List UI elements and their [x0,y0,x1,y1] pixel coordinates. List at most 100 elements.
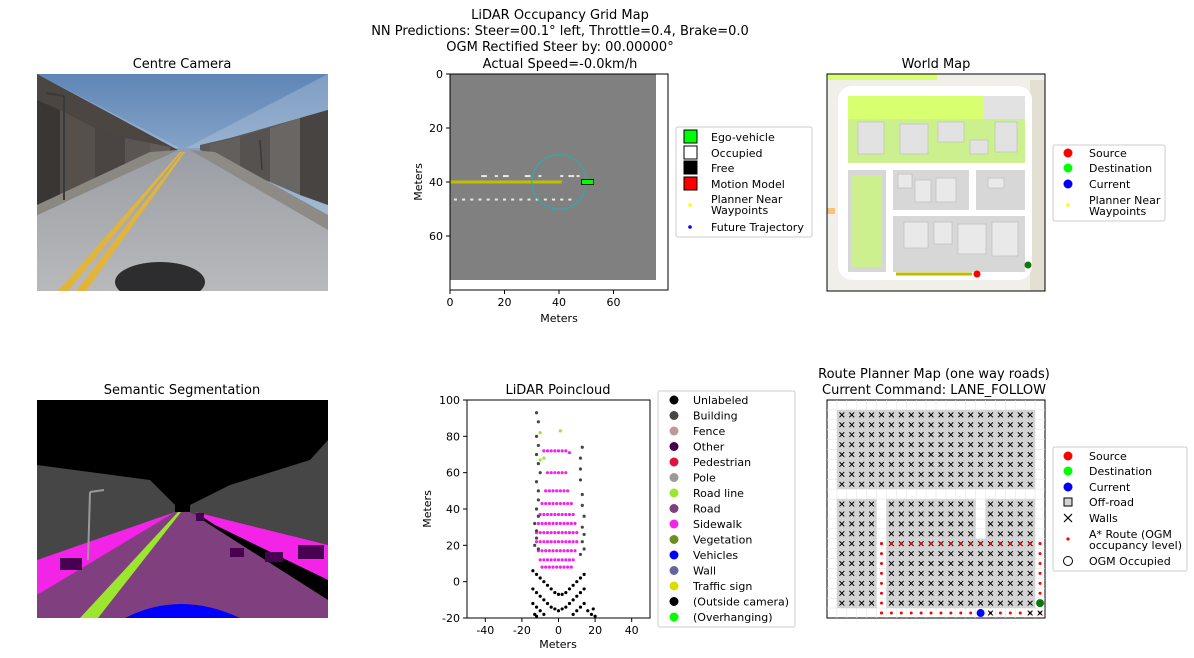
lidar-point-sidewalk [558,501,562,506]
lidar-point-sidewalk [547,565,551,569]
route-wall-marker [888,580,895,587]
route-wall-marker [948,461,954,468]
route-wall-marker [977,441,984,448]
route-wall-marker [868,540,875,547]
ogm-legend-ego-swatch [683,129,698,144]
lidar-legend-label: Road line [693,487,744,500]
ogm-occupied-point [519,198,523,201]
route-wall-marker [948,451,954,458]
route-wall-marker [878,412,885,418]
route-wall-marker [878,451,885,458]
ogm-ytick-label: 60 [429,230,443,243]
ogm-grid-background [450,74,656,280]
lidar-legend-label: (Outside camera) [693,596,789,609]
ogm-occupied-point [535,198,539,201]
route-wall-marker [938,560,944,567]
route-wall-marker [839,540,845,547]
lidar-point-sidewalk [551,549,555,553]
route-astar-point [939,611,943,615]
route-wall-marker [987,521,994,527]
route-wall-marker [948,590,954,596]
route-wall-marker [868,600,875,606]
route-wall-marker [868,412,875,418]
route-wall-marker [928,570,934,577]
lidar-point-sidewalk [560,540,564,544]
lidar-point-unlabeled [564,590,568,595]
route-wall-marker [987,451,994,458]
route-wall-marker [938,521,944,527]
route-astar-point [969,611,973,615]
lidar-point-building [536,547,540,551]
route-wall-marker [888,511,895,517]
route-wall-marker [977,580,984,587]
lidar-point-unlabeled [582,601,586,606]
route-wall-marker [849,412,855,418]
route-wall-marker [928,590,934,596]
route-wall-marker [888,431,895,438]
lidar-point-building [582,514,586,518]
route-wall-marker [839,471,845,478]
ogm-legend-frame [675,126,813,238]
route-wall-marker [908,580,914,587]
route-wall-marker [868,531,875,537]
route-astar-point [959,611,963,615]
route-wall-marker [958,431,964,438]
route-wall-marker [918,600,924,606]
route-wall-marker [839,560,845,567]
lidar-point-building [536,514,540,518]
route-wall-marker [967,570,974,577]
lidar-point-building [534,480,539,484]
route-current-marker [976,609,985,618]
lidar-ytick-label: 40 [446,503,460,516]
route-planner-title: Route Planner Map (one way roads) [818,367,1050,382]
route-wall-marker [997,521,1004,527]
route-wall-marker [928,560,934,567]
route-astar-point [880,601,883,605]
lidar-ytick-label: 20 [446,539,460,552]
route-astar-point [889,611,893,615]
lidar-point-sidewalk [560,512,564,517]
route-wall-marker [1027,580,1033,587]
route-wall-marker [997,511,1004,517]
lidar-point-sidewalk [551,489,555,493]
lidar-point-sidewalk [558,489,562,493]
world-map-source-marker [973,270,981,278]
lidar-legend-marker [669,550,679,560]
route-wall-marker [858,590,865,596]
lidar-legend-label: Other [693,441,725,454]
route-wall-marker [997,590,1004,596]
lidar-point-sidewalk [564,512,568,517]
route-astar-point [919,542,923,546]
route-wall-marker [918,560,924,567]
route-wall-marker [948,441,954,448]
lidar-legend-label: Pole [693,472,716,485]
route-wall-marker [1017,461,1023,468]
route-wall-marker [898,580,905,587]
route-wall-marker [1007,550,1014,557]
lidar-point-unlabeled [545,583,550,587]
lidar-point-building [582,547,586,551]
ogm-legend-planner-marker [688,203,692,207]
route-wall-marker [849,441,855,448]
lidar-legend: Unlabeled Building Fence Other Pedestrian Pol… [657,390,796,628]
lidar-point-sidewalk [542,449,546,453]
ogm-legend-planner: Planner Near Waypoints [711,193,783,217]
lidar-point-building [578,456,583,460]
route-astar-point [949,542,953,546]
route-wall-marker [858,511,865,517]
route-wall-marker [958,412,964,418]
ogm-legend-occupied-swatch [683,145,698,160]
route-wall-marker [987,412,994,418]
route-wall-marker [849,570,855,577]
route-wall-marker [858,501,865,507]
route-wall-marker [868,511,875,517]
route-wall-marker [967,471,974,478]
route-wall-marker [997,481,1004,487]
lidar-point-sidewalk [571,540,575,544]
lidar-point-unlabeled [575,609,579,613]
ogm-occupied-point [505,175,509,178]
lidar-point-sidewalk [555,501,559,506]
route-wall-marker [839,422,845,428]
route-wall-marker [908,600,914,606]
ogm-occupied-point [481,175,485,178]
